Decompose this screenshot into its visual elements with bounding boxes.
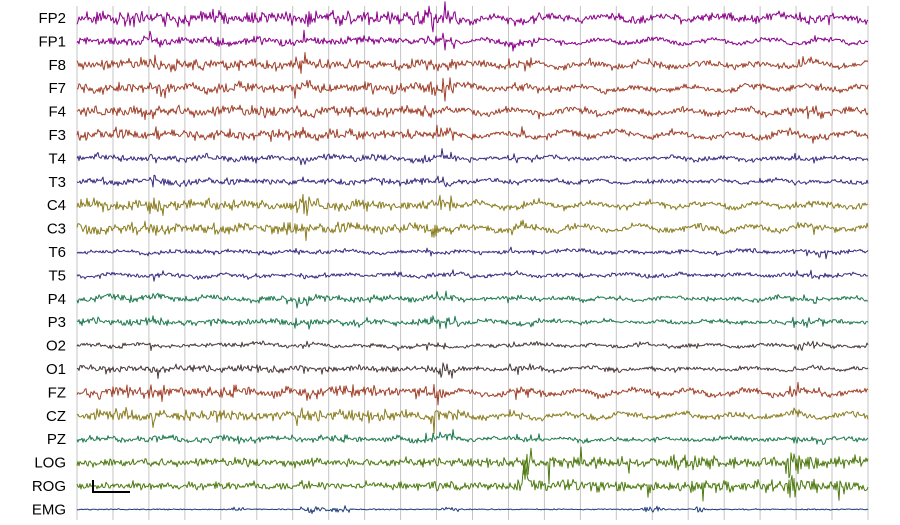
channel-label-t3: T3 [48,174,66,191]
trace-c3 [76,219,869,241]
channel-label-f4: F4 [48,104,66,121]
channel-traces [76,1,869,514]
channel-label-t5: T5 [48,267,66,284]
channel-label-log: LOG [34,455,66,472]
channel-label-f8: F8 [48,57,66,74]
channel-label-emg: EMG [32,501,66,518]
channel-label-pz: PZ [47,431,66,448]
trace-f8 [76,52,869,74]
grid-layer [76,6,869,520]
channel-label-c4: C4 [47,197,66,214]
channel-label-fz: FZ [48,384,66,401]
channel-label-t4: T4 [48,150,66,167]
channel-label-c3: C3 [47,221,66,238]
channel-label-fp1: FP1 [38,33,66,50]
trace-emg [76,505,869,514]
trace-p3 [76,315,869,330]
trace-t5 [76,269,869,282]
trace-p4 [76,290,868,309]
channel-label-t6: T6 [48,244,66,261]
channel-label-p4: P4 [48,291,66,308]
trace-pz [76,429,869,445]
scale-bar [92,480,130,493]
trace-f4 [76,104,869,121]
trace-c4 [76,193,869,217]
trace-fz [76,381,869,406]
trace-log [76,446,869,485]
trace-t6 [76,246,869,260]
trace-cz [76,406,869,435]
channel-label-o2: O2 [46,338,66,355]
trace-fp1 [76,29,869,52]
channel-label-f7: F7 [48,80,66,97]
trace-t3 [76,174,869,188]
channel-label-fp2: FP2 [38,10,66,27]
trace-rog [76,464,869,502]
channel-label-p3: P3 [48,314,66,331]
trace-fp2 [76,1,869,33]
trace-t4 [76,148,869,166]
trace-o2 [76,340,869,351]
trace-f3 [76,124,869,144]
channel-label-f3: F3 [48,127,66,144]
channel-label-o1: O1 [46,361,66,378]
channel-label-cz: CZ [46,408,66,425]
channel-labels: FP2 FP1 F8 F7 F4 F3 T4 T3 C4 C3 T6 T5 P4 P3 O2 O1 FZ CZ PZ… [32,10,66,518]
trace-f7 [76,77,869,102]
channel-label-rog: ROG [32,478,66,495]
trace-o1 [76,362,869,379]
